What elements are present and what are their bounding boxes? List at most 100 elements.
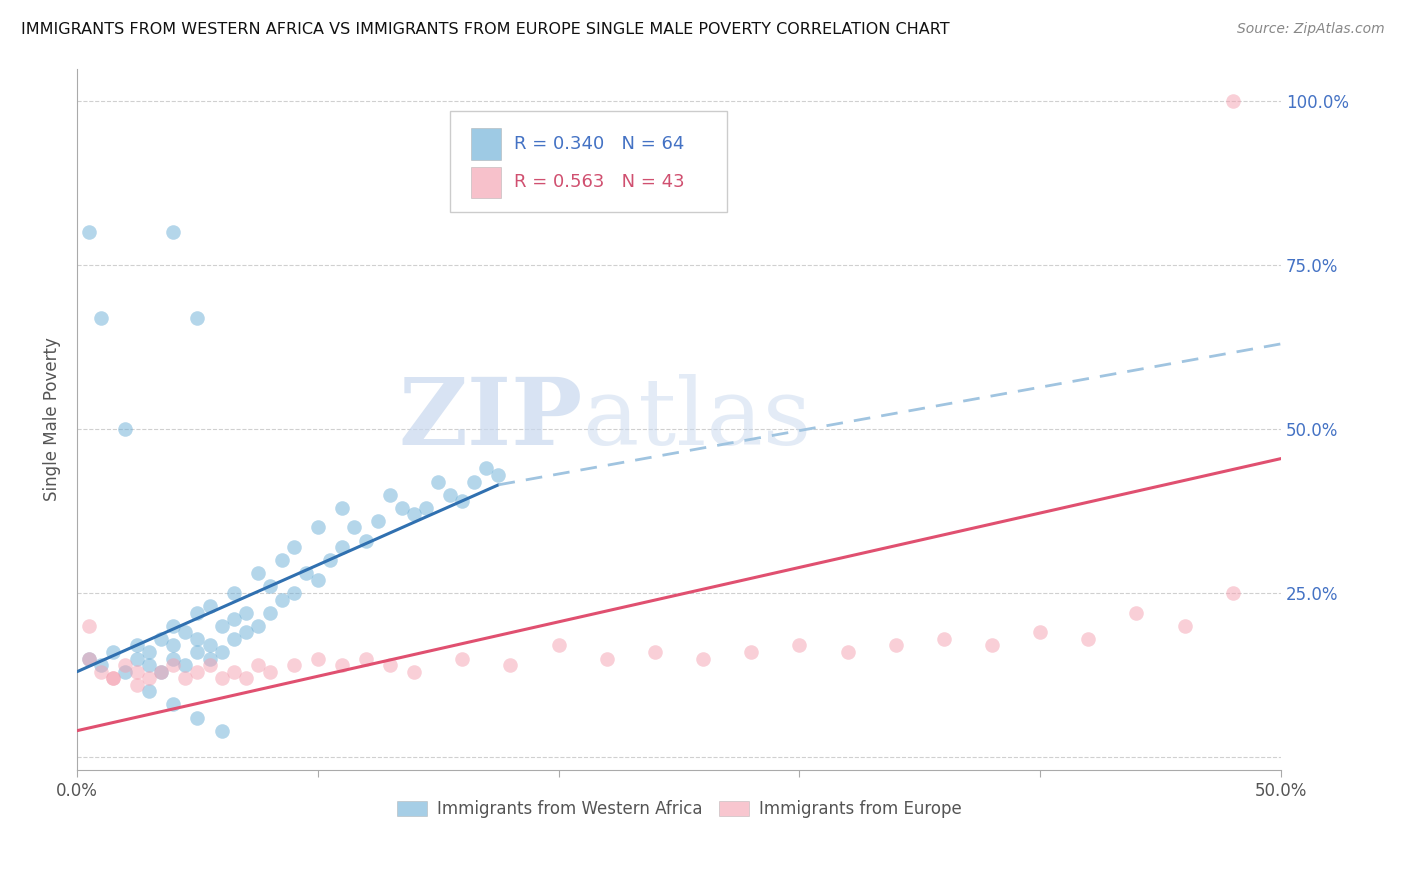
Point — [127, 639, 149, 653]
Point — [415, 500, 437, 515]
Point — [174, 625, 197, 640]
Point — [150, 632, 173, 646]
Point — [354, 533, 377, 548]
Point — [259, 606, 281, 620]
Point — [162, 226, 184, 240]
Point — [222, 612, 245, 626]
Point — [246, 566, 269, 581]
Bar — [471, 128, 501, 160]
Point — [644, 645, 666, 659]
Point — [174, 658, 197, 673]
Point — [1222, 95, 1244, 109]
Text: R = 0.563   N = 43: R = 0.563 N = 43 — [515, 173, 685, 191]
Text: atlas: atlas — [582, 375, 813, 464]
Text: Source: ZipAtlas.com: Source: ZipAtlas.com — [1237, 22, 1385, 37]
Point — [596, 651, 619, 665]
Point — [439, 488, 461, 502]
Point — [198, 651, 221, 665]
Point — [138, 684, 160, 698]
Text: ZIP: ZIP — [398, 375, 582, 464]
Point — [198, 599, 221, 613]
Point — [740, 645, 762, 659]
Point — [222, 586, 245, 600]
Point — [77, 619, 100, 633]
Point — [475, 461, 498, 475]
Point — [343, 520, 366, 534]
Point — [162, 619, 184, 633]
Point — [259, 665, 281, 679]
Point — [198, 658, 221, 673]
Point — [150, 665, 173, 679]
Point — [270, 592, 292, 607]
Point — [981, 639, 1004, 653]
Point — [378, 658, 401, 673]
Point — [222, 632, 245, 646]
Point — [692, 651, 714, 665]
Point — [547, 639, 569, 653]
Point — [259, 579, 281, 593]
Point — [283, 540, 305, 554]
Point — [499, 658, 522, 673]
Bar — [471, 167, 501, 198]
Point — [837, 645, 859, 659]
Point — [330, 658, 353, 673]
Point — [103, 671, 125, 685]
Point — [186, 710, 208, 724]
Point — [77, 651, 100, 665]
Point — [90, 310, 112, 325]
Point — [198, 639, 221, 653]
Point — [114, 658, 136, 673]
Point — [330, 500, 353, 515]
Point — [211, 619, 233, 633]
Point — [1029, 625, 1052, 640]
Point — [367, 514, 389, 528]
Text: R = 0.340   N = 64: R = 0.340 N = 64 — [515, 136, 685, 153]
Point — [127, 651, 149, 665]
Y-axis label: Single Male Poverty: Single Male Poverty — [44, 337, 60, 501]
Point — [246, 619, 269, 633]
Point — [789, 639, 811, 653]
Point — [211, 671, 233, 685]
Point — [77, 651, 100, 665]
Point — [103, 645, 125, 659]
Point — [222, 665, 245, 679]
Point — [330, 540, 353, 554]
Point — [404, 665, 426, 679]
Point — [150, 665, 173, 679]
Point — [451, 651, 474, 665]
Point — [488, 467, 510, 482]
Point — [162, 651, 184, 665]
Point — [103, 671, 125, 685]
Point — [1125, 606, 1147, 620]
Point — [295, 566, 318, 581]
Point — [186, 645, 208, 659]
Point — [162, 639, 184, 653]
Legend: Immigrants from Western Africa, Immigrants from Europe: Immigrants from Western Africa, Immigran… — [389, 794, 969, 825]
Point — [211, 645, 233, 659]
Point — [283, 586, 305, 600]
Point — [90, 658, 112, 673]
Point — [319, 553, 342, 567]
Point — [307, 573, 329, 587]
Point — [90, 665, 112, 679]
Point — [138, 645, 160, 659]
Point — [211, 723, 233, 738]
Point — [235, 625, 257, 640]
Point — [1222, 586, 1244, 600]
Point — [186, 310, 208, 325]
Point — [1174, 619, 1197, 633]
Point — [378, 488, 401, 502]
Point — [884, 639, 907, 653]
Point — [307, 520, 329, 534]
Point — [1077, 632, 1099, 646]
Point — [235, 671, 257, 685]
Point — [186, 665, 208, 679]
Point — [174, 671, 197, 685]
Point — [186, 632, 208, 646]
Point — [127, 678, 149, 692]
Point — [307, 651, 329, 665]
Point — [162, 698, 184, 712]
Point — [186, 606, 208, 620]
Point — [127, 665, 149, 679]
Point — [270, 553, 292, 567]
